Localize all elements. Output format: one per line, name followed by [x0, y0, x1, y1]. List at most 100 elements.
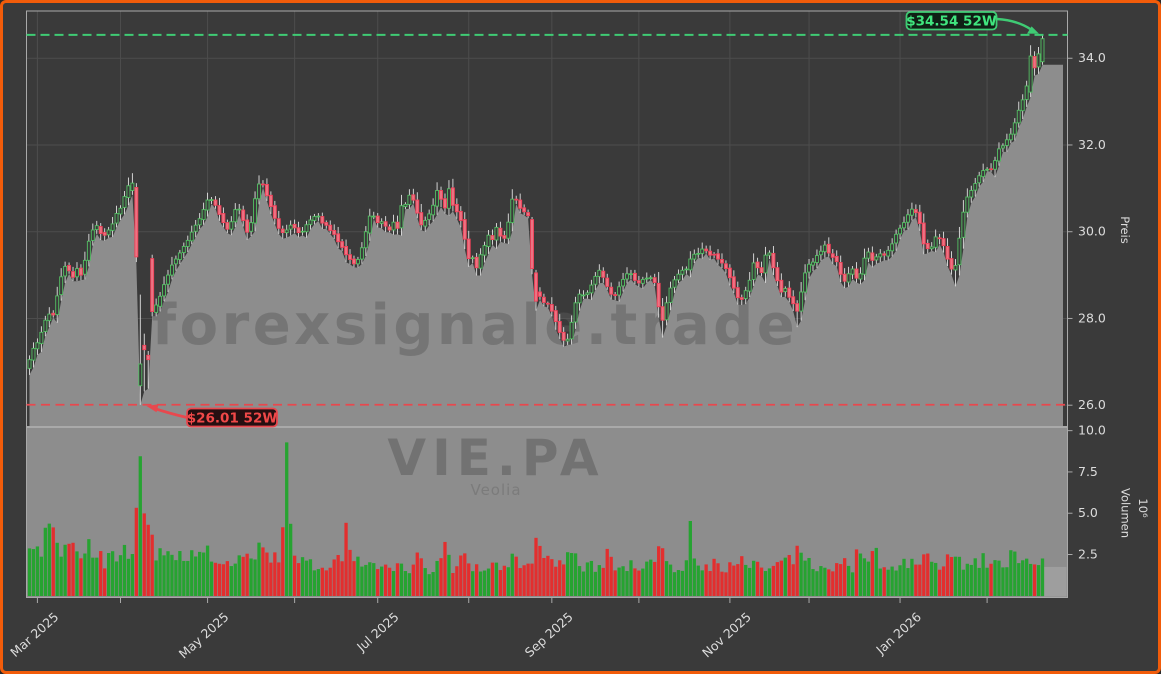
- candle-up: [288, 224, 293, 230]
- candle-down: [98, 226, 103, 234]
- low-52w-label-box: [186, 407, 278, 428]
- candle-up: [403, 203, 408, 208]
- low-52w-label: $26.01 52W: [187, 411, 278, 427]
- volume-bar: [79, 558, 83, 596]
- volume-bar: [380, 566, 384, 596]
- candle-up: [1024, 85, 1029, 100]
- candle-up: [158, 295, 163, 307]
- candle-down: [795, 303, 800, 312]
- candle-up: [177, 252, 182, 260]
- candle-up: [569, 321, 574, 340]
- candle-down: [557, 321, 562, 333]
- volume-bar: [451, 573, 455, 596]
- volume-bar: [882, 567, 886, 596]
- volume-bar: [67, 543, 71, 596]
- candle-up: [894, 233, 899, 244]
- candle-up: [1028, 55, 1033, 93]
- volume-bar: [467, 563, 471, 596]
- volume-bar: [31, 549, 36, 596]
- volume-bar: [815, 571, 819, 596]
- candle-down: [272, 205, 277, 219]
- volume-bar: [110, 551, 115, 596]
- volume-bar: [435, 560, 439, 596]
- volume-bar: [542, 557, 546, 596]
- candle-down: [474, 256, 479, 269]
- low-52w-annotation[interactable]: $26.01 52W: [146, 404, 278, 428]
- volume-bar: [1040, 558, 1045, 596]
- candle-down: [142, 344, 147, 351]
- volume-bar: [494, 562, 499, 596]
- candle-up: [858, 273, 863, 280]
- volume-bar: [376, 569, 380, 596]
- candle-up: [743, 290, 748, 299]
- volume-bar: [886, 569, 890, 596]
- volume-bar: [748, 567, 752, 596]
- candle-down: [320, 216, 325, 224]
- volume-bar: [399, 563, 404, 596]
- candle-up: [114, 213, 119, 224]
- candle-down: [870, 252, 875, 261]
- volume-bar: [569, 553, 574, 596]
- high-52w-annotation[interactable]: $34.54 52W: [905, 11, 1039, 34]
- candle-up: [961, 211, 966, 238]
- volume-bar: [736, 564, 740, 596]
- volume-bar: [617, 567, 621, 596]
- candle-up: [63, 265, 68, 277]
- volume-bar: [170, 554, 174, 596]
- volume-bar: [336, 555, 340, 596]
- volume-bar: [221, 564, 226, 596]
- candle-down: [450, 187, 455, 206]
- volume-bar: [744, 564, 748, 596]
- candles: [27, 34, 1045, 405]
- volume-bar: [854, 549, 859, 596]
- candle-up: [435, 190, 440, 207]
- volume-bar: [486, 568, 491, 596]
- volume-bar: [213, 562, 218, 596]
- candle-up: [818, 250, 823, 256]
- volume-bar: [138, 456, 142, 596]
- candle-down: [134, 187, 139, 258]
- candle-down: [458, 210, 463, 221]
- candle-down: [383, 221, 388, 227]
- candle-down: [882, 253, 887, 256]
- volume-bar: [668, 564, 673, 596]
- candle-up: [407, 194, 412, 205]
- volume-bar: [411, 564, 415, 596]
- candle-up: [850, 268, 855, 275]
- volume-bar: [383, 564, 388, 596]
- candle-down: [466, 238, 471, 260]
- candle-up: [668, 287, 673, 303]
- candle-up: [985, 168, 990, 171]
- volume-bar: [1009, 550, 1013, 596]
- candle-up: [680, 269, 685, 275]
- candle-down: [708, 250, 713, 256]
- high-52w-arrowhead: [1027, 26, 1039, 34]
- price-tick-label: 28.0: [1078, 310, 1106, 325]
- candle-down: [720, 259, 724, 264]
- candle-up: [308, 219, 313, 225]
- volume-bar: [918, 564, 922, 596]
- volume-bar: [803, 560, 807, 596]
- candle-up: [973, 183, 978, 191]
- candle-up: [577, 293, 582, 304]
- candle-down: [826, 243, 831, 254]
- date-tick-label: Mar 2025: [7, 609, 61, 660]
- price-tick-label: 30.0: [1078, 224, 1106, 239]
- volume-bar: [779, 560, 783, 596]
- volume-bar: [498, 570, 503, 596]
- volume-bar: [308, 559, 313, 596]
- volume-bar: [304, 560, 309, 596]
- volume-bar: [292, 555, 297, 596]
- candle-down: [415, 199, 420, 214]
- volume-bar: [118, 555, 123, 596]
- volume-bar: [807, 557, 811, 596]
- candle-up: [189, 231, 194, 242]
- volume-bar: [941, 566, 946, 596]
- candle-down: [842, 273, 847, 282]
- volume-bar: [712, 558, 716, 596]
- candle-up: [253, 198, 258, 224]
- candle-up: [676, 273, 681, 281]
- volume-bar: [910, 558, 914, 596]
- volume-bar: [993, 560, 997, 596]
